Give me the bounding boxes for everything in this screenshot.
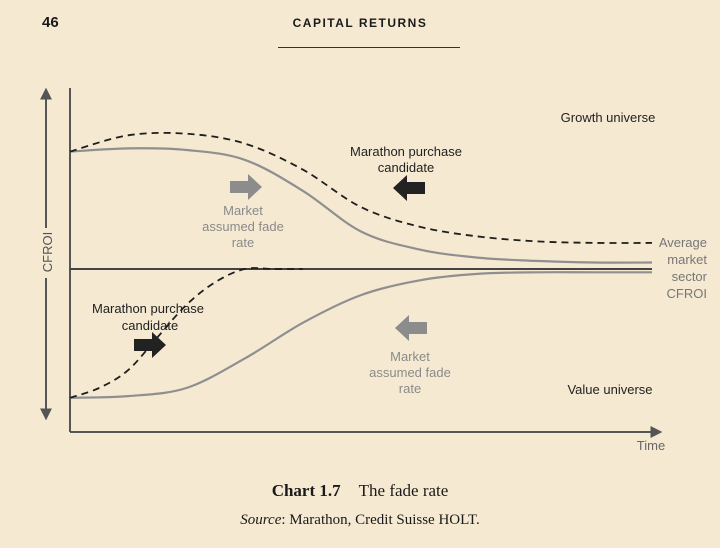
growth-solid-curve xyxy=(69,147,653,264)
baseline-label-line: sector xyxy=(672,269,708,284)
upper-candidate-arrow-icon xyxy=(393,175,425,201)
fade-rate-chart: CFROI Time Growth universe Value univers… xyxy=(40,87,708,453)
annotation-line: candidate xyxy=(122,318,178,333)
annotation-line: assumed fade xyxy=(202,219,284,234)
figure-caption: Chart 1.7 The fade rate xyxy=(0,481,720,501)
source-label: Source xyxy=(240,512,282,528)
source-text: : Marathon, Credit Suisse HOLT. xyxy=(281,512,480,528)
baseline-label-line: CFROI xyxy=(667,286,707,301)
annotation-line: Marathon purchase xyxy=(350,144,462,159)
annotation-line: rate xyxy=(232,235,254,250)
page-number: 46 xyxy=(42,14,59,31)
x-axis-label: Time xyxy=(637,438,665,453)
growth-universe-label: Growth universe xyxy=(561,110,656,125)
y-axis-label: CFROI xyxy=(40,232,55,272)
value-solid-curve xyxy=(69,271,652,399)
figure-title: The fade rate xyxy=(358,481,449,500)
curves xyxy=(69,131,653,399)
lower-fade-arrow-icon xyxy=(395,315,427,341)
lower-candidate-arrow-icon xyxy=(134,332,166,358)
value-universe-label: Value universe xyxy=(567,382,652,397)
lower-candidate-annotation: Marathon purchase candidate xyxy=(92,301,204,333)
annotation-line: Market xyxy=(223,203,263,218)
figure-number: Chart 1.7 xyxy=(271,481,341,500)
upper-candidate-annotation: Marathon purchase candidate xyxy=(350,144,462,175)
lower-fade-annotation: Market assumed fade rate xyxy=(369,349,451,396)
baseline-label-line: market xyxy=(667,252,707,267)
value-dashed-curve xyxy=(69,267,303,399)
annotation-line: rate xyxy=(399,381,421,396)
annotation-line: assumed fade xyxy=(369,365,451,380)
upper-fade-arrow-icon xyxy=(230,174,262,200)
baseline-label-line: Average xyxy=(659,235,707,250)
annotation-line: candidate xyxy=(378,160,434,175)
upper-fade-annotation: Market assumed fade rate xyxy=(202,203,284,250)
annotation-line: Marathon purchase xyxy=(92,301,204,316)
head-rule xyxy=(278,47,460,48)
growth-dashed-curve xyxy=(69,131,653,244)
figure-source: Source: Marathon, Credit Suisse HOLT. xyxy=(0,512,720,529)
annotation-line: Market xyxy=(390,349,430,364)
running-head: CAPITAL RETURNS xyxy=(292,16,428,30)
baseline-label: Average market sector CFROI xyxy=(659,235,708,301)
